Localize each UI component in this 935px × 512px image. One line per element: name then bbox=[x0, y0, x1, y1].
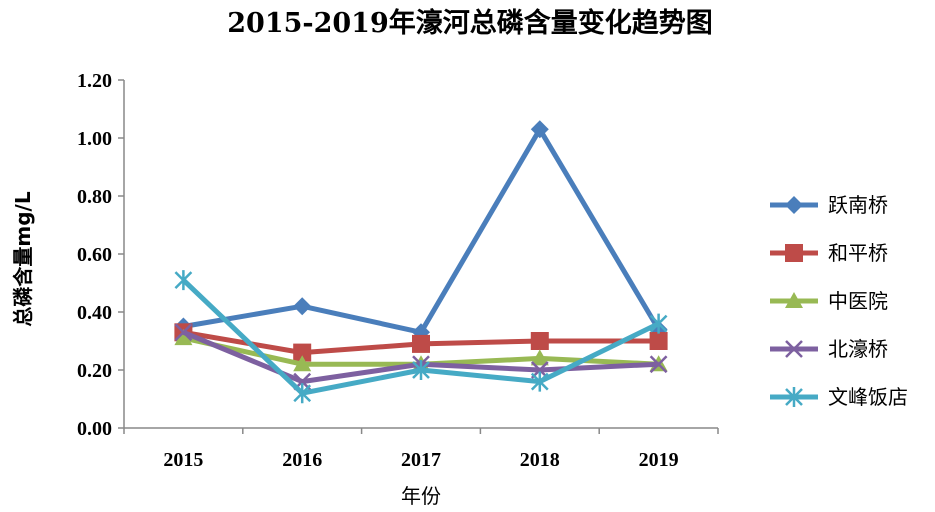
data-point bbox=[293, 297, 312, 316]
series-1 bbox=[174, 120, 668, 342]
x-tick-label: 2016 bbox=[282, 449, 322, 471]
series-layer bbox=[174, 120, 668, 404]
legend-label: 中医院 bbox=[828, 289, 888, 313]
series-5 bbox=[174, 270, 668, 404]
data-point bbox=[530, 332, 549, 350]
legend-marker bbox=[785, 387, 803, 407]
y-tick-label: 0.20 bbox=[77, 360, 112, 382]
legend-marker bbox=[785, 196, 803, 214]
legend-marker bbox=[785, 292, 803, 308]
y-tick-label: 0.80 bbox=[77, 186, 112, 208]
y-tick-label: 1.00 bbox=[77, 128, 112, 150]
legend-marker bbox=[785, 340, 803, 358]
data-point bbox=[649, 332, 668, 350]
data-point bbox=[412, 334, 430, 353]
y-tick-label: 0.40 bbox=[77, 302, 112, 324]
data-point bbox=[530, 371, 549, 392]
legend-item: 北濠桥 bbox=[770, 337, 888, 361]
y-tick-label: 1.20 bbox=[77, 70, 112, 92]
data-point bbox=[293, 343, 312, 362]
data-point bbox=[174, 270, 193, 291]
legend-label: 跃南桥 bbox=[828, 193, 888, 217]
x-axis-ticks: 2015 2016 2017 2018 2019 bbox=[123, 428, 719, 471]
x-tick-label: 2019 bbox=[639, 449, 679, 471]
data-point bbox=[530, 120, 549, 139]
legend-marker bbox=[785, 244, 803, 262]
y-axis-ticks: 0.00 0.20 0.40 0.60 0.80 1.00 1.20 bbox=[77, 70, 124, 440]
legend-item: 文峰饭店 bbox=[770, 385, 908, 409]
data-point bbox=[649, 355, 668, 374]
x-tick-label: 2017 bbox=[401, 449, 441, 471]
legend-label: 文峰饭店 bbox=[828, 385, 908, 409]
data-point bbox=[412, 360, 430, 380]
legend-item: 和平桥 bbox=[770, 241, 888, 265]
legend-label: 北濠桥 bbox=[828, 337, 888, 361]
x-axis-label: 年份 bbox=[401, 484, 441, 508]
data-point bbox=[293, 355, 312, 372]
data-point bbox=[649, 313, 668, 334]
legend-item: 中医院 bbox=[770, 289, 888, 313]
data-point bbox=[293, 383, 312, 404]
data-point bbox=[174, 329, 193, 346]
y-axis-label: 总磷含量mg/L bbox=[11, 191, 35, 326]
data-point bbox=[530, 349, 549, 366]
y-tick-label: 0.60 bbox=[77, 244, 112, 266]
y-tick-label: 0.00 bbox=[77, 418, 112, 440]
x-tick-label: 2018 bbox=[520, 449, 560, 471]
x-tick-label: 2015 bbox=[163, 449, 203, 471]
series-line bbox=[182, 126, 661, 335]
legend-item: 跃南桥 bbox=[770, 193, 888, 217]
chart-title: 2015-2019年濠河总磷含量变化趋势图 bbox=[227, 7, 713, 39]
data-point bbox=[174, 323, 193, 342]
legend-label: 和平桥 bbox=[828, 241, 888, 265]
